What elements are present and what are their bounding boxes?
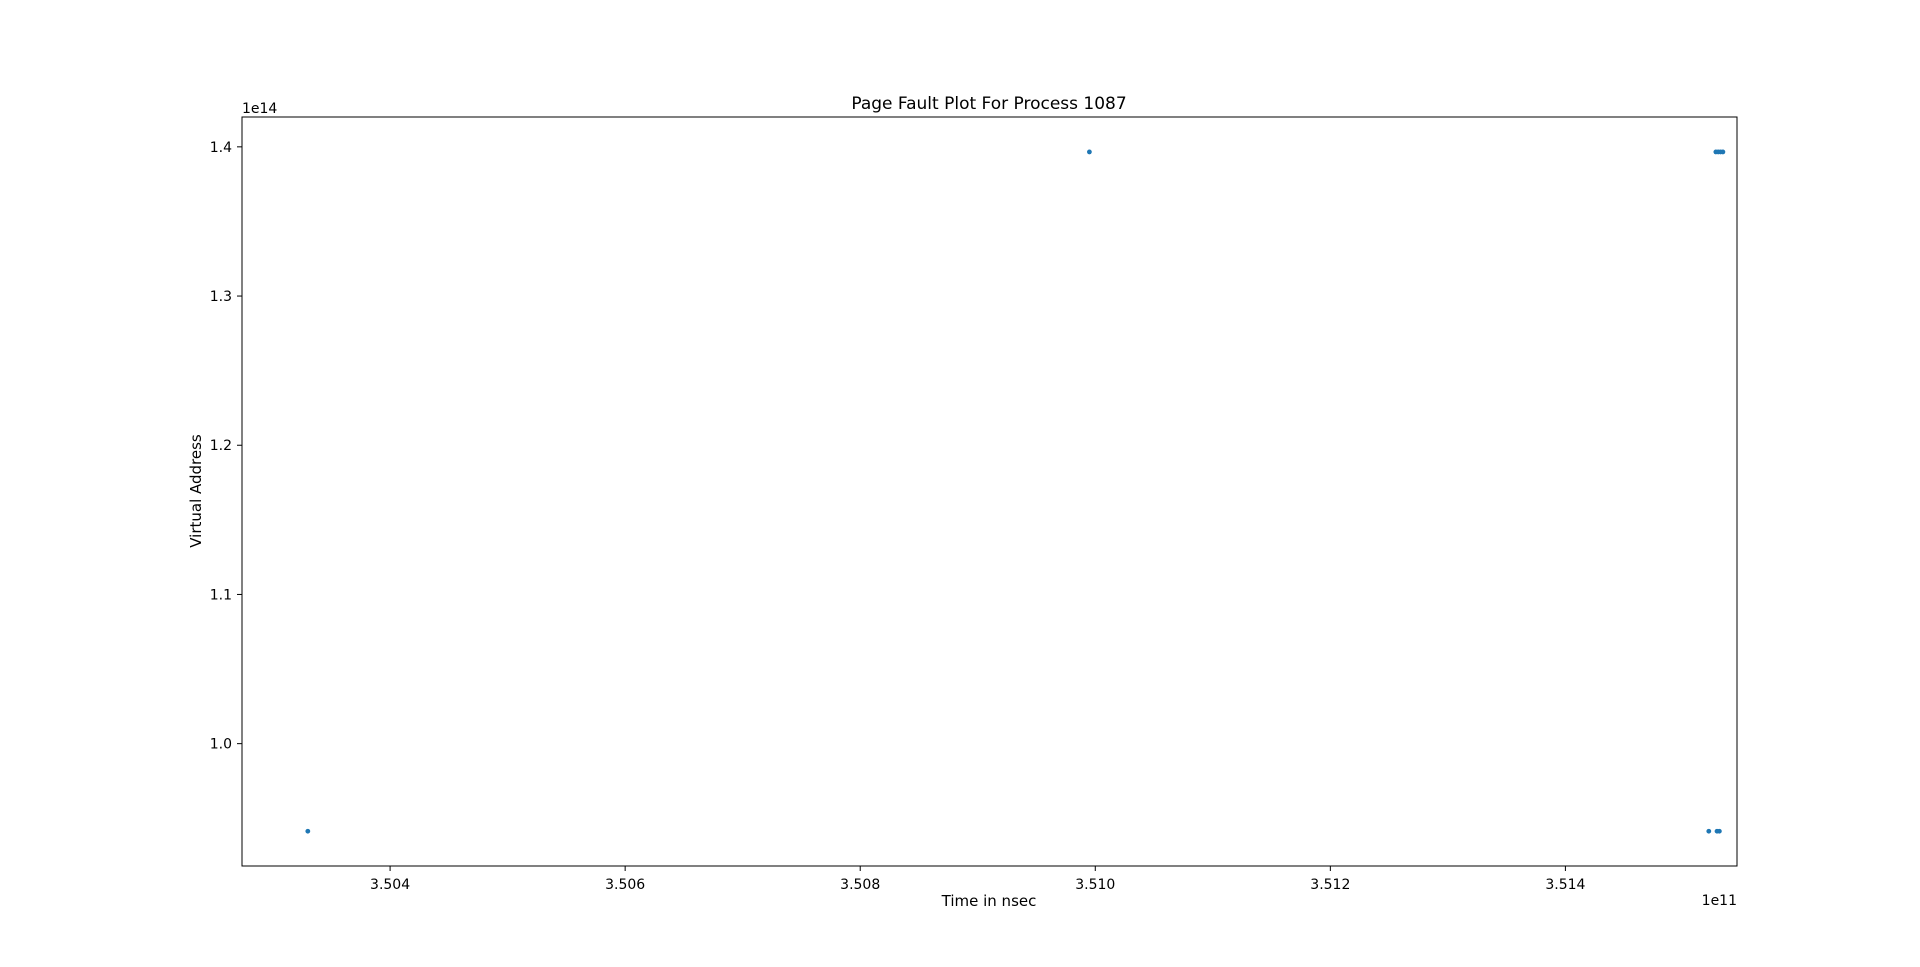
- x-offset-label: 1e11: [1702, 893, 1737, 909]
- x-tick-label: 3.510: [1075, 877, 1115, 893]
- y-tick-label: 1.4: [210, 140, 232, 156]
- x-tick-label: 3.514: [1545, 877, 1585, 893]
- y-tick-label: 1.2: [210, 438, 232, 454]
- x-axis-label: Time in nsec: [941, 892, 1037, 910]
- scatter-point: [1716, 828, 1722, 834]
- axis-ticks: 3.504 3.506 3.508 3.510 3.512 3.514 1.0 1.1 1.2 1…: [210, 140, 1586, 893]
- x-tick-label: 3.512: [1310, 877, 1350, 893]
- scatter-point: [1087, 149, 1092, 155]
- x-tick-label: 3.506: [605, 877, 645, 893]
- y-offset-label: 1e14: [242, 101, 277, 117]
- data-points: [305, 149, 1726, 834]
- chart-title: Page Fault Plot For Process 1087: [851, 94, 1126, 114]
- scatter-point: [1706, 828, 1712, 834]
- y-tick-label: 1.1: [210, 587, 232, 603]
- x-tick-label: 3.504: [370, 877, 410, 893]
- plot-frame: [241, 116, 1738, 867]
- x-tick-label: 3.508: [840, 877, 880, 893]
- scatter-point: [1720, 149, 1726, 155]
- y-tick-label: 1.0: [210, 737, 232, 753]
- y-axis-label: Virtual Address: [187, 434, 205, 548]
- scatter-point: [305, 828, 311, 834]
- y-tick-label: 1.3: [210, 289, 232, 305]
